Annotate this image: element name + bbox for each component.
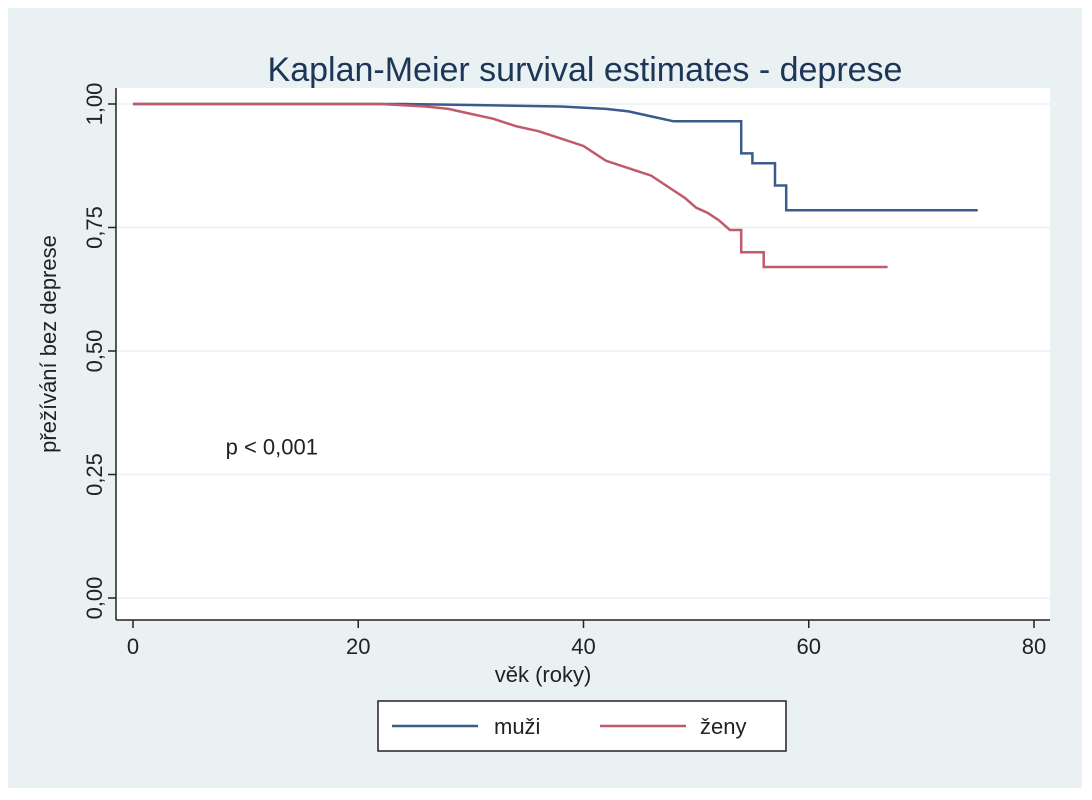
legend-label-muzi: muži bbox=[494, 714, 540, 739]
series-lines bbox=[133, 102, 978, 269]
chart-panel: Kaplan-Meier survival estimates - depres… bbox=[8, 8, 1082, 788]
series-line-muzi bbox=[133, 102, 978, 212]
legend-label-zeny: ženy bbox=[700, 714, 746, 739]
series-line-zeny bbox=[133, 102, 888, 269]
x-tick-label: 20 bbox=[346, 634, 370, 659]
chart-title: Kaplan-Meier survival estimates - depres… bbox=[268, 51, 903, 89]
legend: muži ženy bbox=[377, 700, 787, 752]
y-tick-label: 0,50 bbox=[82, 330, 107, 373]
y-tick-label: 0,75 bbox=[82, 206, 107, 249]
plot-area bbox=[116, 88, 1050, 620]
p-value-annotation: p < 0,001 bbox=[226, 435, 318, 460]
x-tick-label: 80 bbox=[1022, 634, 1046, 659]
y-tick-label: 0,25 bbox=[82, 453, 107, 496]
y-tick-label: 0,00 bbox=[82, 577, 107, 620]
y-axis-label: přežívání bez deprese bbox=[36, 235, 61, 453]
axes: 0,00 0,25 0,50 0,75 1,00 0 20 40 60 80 bbox=[82, 83, 1050, 659]
survival-chart: Kaplan-Meier survival estimates - depres… bbox=[36, 51, 1050, 752]
x-axis-label: věk (roky) bbox=[495, 662, 592, 687]
y-tick-label: 1,00 bbox=[82, 83, 107, 126]
x-tick-label: 60 bbox=[797, 634, 821, 659]
x-tick-label: 0 bbox=[127, 634, 139, 659]
x-tick-label: 40 bbox=[571, 634, 595, 659]
